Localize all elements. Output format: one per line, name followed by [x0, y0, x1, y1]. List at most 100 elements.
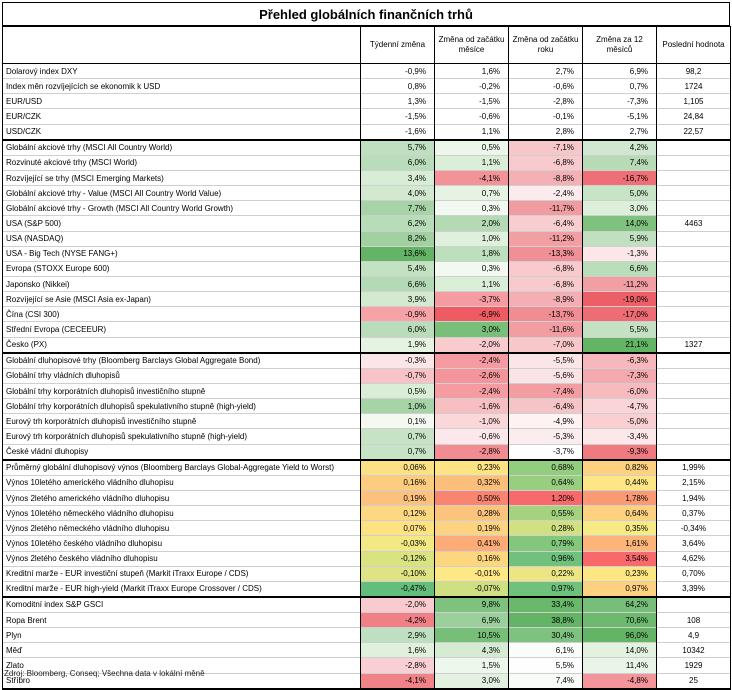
- table-row: Eurový trh korporátních dluhopisů invest…: [2, 413, 731, 429]
- value-cell: -5,0%: [582, 413, 657, 429]
- table-row: Výnos 2letého amerického vládního dluhop…: [2, 489, 731, 506]
- value-cell: -7,1%: [508, 138, 583, 156]
- value-cell: -13,7%: [508, 306, 583, 322]
- value-cell: -0,3%: [360, 351, 435, 369]
- table-row: USA (S&P 500) 6,2% 2,0% -6,4% 14,0% 4463: [2, 215, 731, 232]
- value-cell: 6,6%: [582, 260, 657, 277]
- table-row: Globální akciové trhy - Value (MSCI All …: [2, 185, 731, 201]
- header-label: [2, 26, 361, 64]
- value-cell: 2,0%: [434, 215, 509, 232]
- table-row: EUR/CZK -1,5% -0,6% -0,1% -5,1% 24,84: [2, 108, 731, 125]
- header-weekly: Týdenní změna: [360, 26, 435, 64]
- value-cell: 7,4%: [508, 672, 583, 690]
- row-label: Střední Evropa (CECEEUR): [2, 321, 361, 338]
- value-cell: 1,3%: [360, 93, 435, 109]
- value-cell: 0,35%: [582, 520, 657, 536]
- value-cell: -2,4%: [508, 185, 583, 201]
- table-row: Čína (CSI 300) -0,9% -6,9% -13,7% -17,0%: [2, 306, 731, 322]
- value-cell: -1,6%: [434, 398, 509, 414]
- value-cell: 1,9%: [360, 336, 435, 353]
- value-cell: 3,0%: [434, 321, 509, 338]
- value-cell: 64,2%: [582, 595, 657, 613]
- value-cell: 0,7%: [582, 78, 657, 94]
- row-label: Kreditní marže - EUR investiční stupeň (…: [2, 565, 361, 582]
- last-value-cell: 108: [656, 612, 731, 628]
- value-cell: -3,7%: [434, 291, 509, 307]
- page-title: Přehled globálních finančních trhů: [2, 2, 730, 26]
- row-label: Výnos 2letého německého vládního dluhopi…: [2, 520, 361, 536]
- row-label: Komoditní index S&P GSCI: [2, 595, 361, 613]
- value-cell: 8,2%: [360, 230, 435, 247]
- value-cell: 0,55%: [508, 505, 583, 521]
- last-value-cell: [656, 275, 731, 292]
- value-cell: -4,1%: [360, 672, 435, 690]
- value-cell: -9,3%: [582, 443, 657, 460]
- header-row: Týdenní změna Změna od začátku měsíce Zm…: [2, 26, 731, 64]
- value-cell: 0,3%: [434, 200, 509, 216]
- value-cell: -0,03%: [360, 535, 435, 551]
- value-cell: -2,6%: [434, 367, 509, 384]
- value-cell: 0,19%: [434, 520, 509, 536]
- value-cell: 14,0%: [582, 642, 657, 658]
- value-cell: 3,54%: [582, 550, 657, 567]
- value-cell: -5,1%: [582, 108, 657, 125]
- value-cell: 0,28%: [508, 520, 583, 536]
- row-label: Průměrný globální dluhopisový výnos (Blo…: [2, 458, 361, 476]
- last-value-cell: 4,62%: [656, 550, 731, 567]
- last-value-cell: [656, 382, 731, 399]
- value-cell: 5,5%: [508, 657, 583, 674]
- header-mtd: Změna od začátku měsíce: [434, 26, 509, 64]
- value-cell: -4,7%: [582, 398, 657, 414]
- row-label: Plyn: [2, 627, 361, 643]
- table-row: Komoditní index S&P GSCI -2,0% 9,8% 33,4% 64…: [2, 595, 731, 613]
- last-value-cell: 1,94%: [656, 489, 731, 506]
- value-cell: -6,8%: [508, 260, 583, 277]
- value-cell: 0,82%: [582, 458, 657, 476]
- value-cell: -11,2%: [508, 230, 583, 247]
- value-cell: 33,4%: [508, 595, 583, 613]
- table-row: Střední Evropa (CECEEUR) 6,0% 3,0% -11,6% 5,…: [2, 321, 731, 338]
- value-cell: 1,61%: [582, 535, 657, 551]
- value-cell: 0,23%: [582, 565, 657, 582]
- table-row: Plyn 2,9% 10,5% 30,4% 96,0% 4,9: [2, 627, 731, 643]
- value-cell: -0,07%: [434, 580, 509, 597]
- value-cell: -0,6%: [434, 108, 509, 125]
- value-cell: 6,0%: [360, 321, 435, 338]
- row-label: Výnos 2letého českého vládního dluhopisu: [2, 550, 361, 567]
- row-label: Globální akciové trhy - Growth (MSCI All…: [2, 200, 361, 216]
- value-cell: 2,8%: [508, 123, 583, 140]
- table-row: Globální trhy korporátních dluhopisů inv…: [2, 382, 731, 399]
- last-value-cell: [656, 398, 731, 414]
- last-value-cell: 0,70%: [656, 565, 731, 582]
- value-cell: 3,0%: [582, 200, 657, 216]
- last-value-cell: [656, 138, 731, 156]
- row-label: Index měn rozvíjejících se ekonomik k US…: [2, 78, 361, 94]
- value-cell: 0,7%: [434, 185, 509, 201]
- value-cell: -16,7%: [582, 169, 657, 186]
- table-row: České vládní dluhopisy 0,7% -2,8% -3,7% -9,3…: [2, 443, 731, 460]
- value-cell: 1,5%: [434, 657, 509, 674]
- last-value-cell: [656, 260, 731, 277]
- row-label: Měď: [2, 642, 361, 658]
- value-cell: 0,41%: [434, 535, 509, 551]
- row-label: Globální trhy korporátních dluhopisů inv…: [2, 382, 361, 399]
- source-note: Zdroj: Bloomberg, Conseq; Všechna data v…: [4, 669, 205, 678]
- last-value-cell: 1,105: [656, 93, 731, 109]
- value-cell: -5,3%: [508, 428, 583, 445]
- value-cell: -13,3%: [508, 245, 583, 262]
- table-row: Měď 1,6% 4,3% 6,1% 14,0% 10342: [2, 642, 731, 658]
- row-label: USA (NASDAQ): [2, 230, 361, 247]
- row-label: Globální akciové trhy (MSCI All Country …: [2, 138, 361, 156]
- value-cell: -11,7%: [508, 200, 583, 216]
- value-cell: 10,5%: [434, 627, 509, 643]
- value-cell: 6,6%: [360, 275, 435, 292]
- value-cell: -0,2%: [434, 78, 509, 94]
- value-cell: -11,2%: [582, 275, 657, 292]
- last-value-cell: [656, 169, 731, 186]
- value-cell: -1,5%: [434, 93, 509, 109]
- last-value-cell: 10342: [656, 642, 731, 658]
- value-cell: -19,0%: [582, 291, 657, 307]
- value-cell: -17,0%: [582, 306, 657, 322]
- table-row: Rozvíjející se Asie (MSCI Asia ex-Japan)…: [2, 291, 731, 307]
- value-cell: -0,6%: [508, 78, 583, 94]
